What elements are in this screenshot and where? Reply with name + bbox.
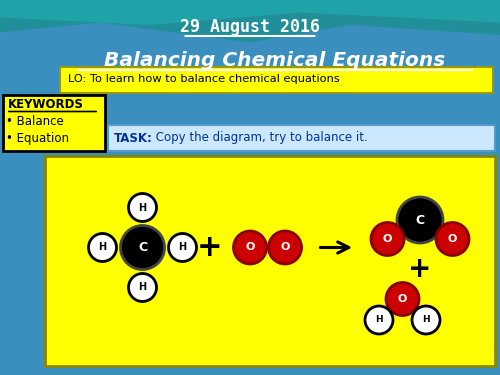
Circle shape xyxy=(268,231,302,264)
Text: +: + xyxy=(197,233,223,262)
FancyBboxPatch shape xyxy=(2,95,105,151)
Text: KEYWORDS: KEYWORDS xyxy=(8,99,84,111)
Text: • Balance: • Balance xyxy=(6,115,64,128)
Circle shape xyxy=(168,234,196,261)
Text: H: H xyxy=(178,243,186,252)
Circle shape xyxy=(365,306,393,334)
Text: C: C xyxy=(416,213,424,226)
Text: O: O xyxy=(246,243,254,252)
Text: O: O xyxy=(448,234,457,244)
FancyBboxPatch shape xyxy=(60,66,492,93)
Circle shape xyxy=(371,222,404,255)
Circle shape xyxy=(397,197,443,243)
Text: H: H xyxy=(98,243,106,252)
Polygon shape xyxy=(0,0,500,42)
Text: H: H xyxy=(138,282,146,292)
Circle shape xyxy=(412,306,440,334)
Circle shape xyxy=(128,273,156,302)
Text: O: O xyxy=(383,234,392,244)
FancyBboxPatch shape xyxy=(108,125,495,151)
FancyBboxPatch shape xyxy=(45,156,495,366)
Circle shape xyxy=(436,222,469,255)
Text: • Equation: • Equation xyxy=(6,132,70,146)
Circle shape xyxy=(386,282,419,315)
Text: H: H xyxy=(375,315,383,324)
Circle shape xyxy=(88,234,117,261)
Text: 29 August 2016: 29 August 2016 xyxy=(180,18,320,36)
Text: +: + xyxy=(408,255,432,283)
Text: Balancing Chemical Equations: Balancing Chemical Equations xyxy=(104,51,446,69)
Circle shape xyxy=(120,225,164,270)
Text: LO: To learn how to balance chemical equations: LO: To learn how to balance chemical equ… xyxy=(68,75,339,84)
Circle shape xyxy=(234,231,266,264)
Text: H: H xyxy=(138,202,146,213)
Text: O: O xyxy=(280,243,289,252)
Text: C: C xyxy=(138,241,147,254)
Text: O: O xyxy=(398,294,407,304)
Text: TASK:: TASK: xyxy=(114,132,153,144)
Text: H: H xyxy=(422,315,430,324)
Circle shape xyxy=(128,194,156,222)
Text: Copy the diagram, try to balance it.: Copy the diagram, try to balance it. xyxy=(152,132,368,144)
Polygon shape xyxy=(0,0,500,25)
